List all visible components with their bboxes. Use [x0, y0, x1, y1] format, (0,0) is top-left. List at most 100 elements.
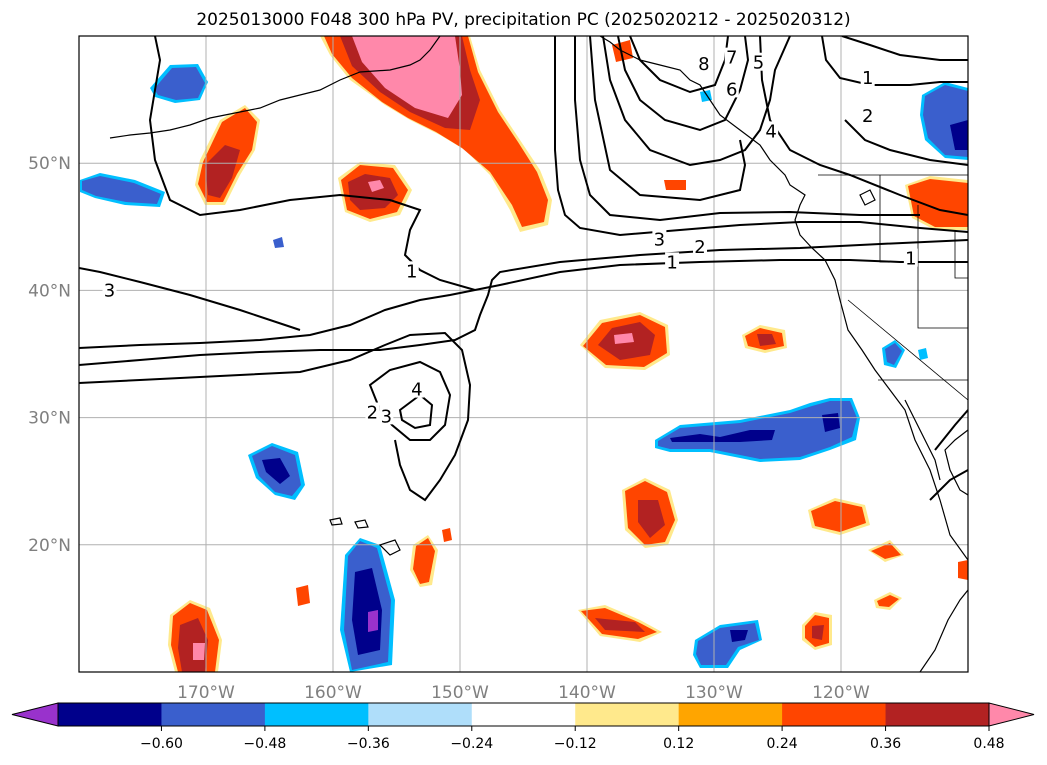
pv-contour [79, 267, 301, 331]
contour-label-bg [693, 237, 708, 256]
lon-tick-label: 130°W [685, 683, 743, 703]
colorbar-segment [782, 703, 887, 726]
precip-blob [154, 67, 205, 100]
precip-blob [595, 618, 645, 632]
state-border [847, 299, 968, 401]
coastline-segment [944, 429, 968, 496]
pv-contour-label: 2 [367, 403, 378, 424]
pv-contour-label: 1 [406, 261, 417, 282]
colorbar-segment [58, 703, 162, 726]
colorbar: −0.60 −0.48 −0.36 −0.24 −0.12 0.12 0.24 0.36 0.4… [11, 702, 1035, 752]
pv-contour [79, 331, 472, 502]
pv-contour [844, 119, 968, 166]
pv-contour [617, 36, 750, 132]
precip-blob [82, 176, 161, 204]
pv-contour-label: 8 [698, 54, 709, 75]
precip-blob [670, 430, 775, 442]
pv-contour [574, 36, 920, 222]
coastline-segment [109, 36, 441, 139]
precip-blob [614, 333, 634, 344]
pv-contour [589, 36, 747, 202]
island [859, 189, 876, 206]
colorbar-tick-label: 0.24 [767, 736, 798, 752]
contour-label-bg [903, 248, 918, 267]
pv-contours [79, 36, 968, 502]
colorbar-tick-label: 0.36 [870, 736, 901, 752]
pv-contour-label: 2 [694, 237, 705, 258]
gridlines [79, 36, 968, 672]
pv-contour-label: 1 [666, 252, 677, 273]
pv-contour-label: 3 [381, 406, 392, 427]
precip-blob [877, 595, 899, 607]
contour-label-bg [751, 52, 766, 71]
colorbar-frame [57, 702, 990, 727]
precip-blob [908, 179, 968, 227]
colorbar-segment [885, 703, 990, 726]
lat-tick-label: 20°N [28, 536, 71, 556]
colorbar-tick-label: −0.12 [554, 736, 597, 752]
colorbar-tick-label: 0.48 [973, 736, 1004, 752]
precip-blob [664, 180, 686, 190]
precip-blob [352, 36, 462, 118]
precip-blob [757, 334, 776, 346]
precip-blob [958, 560, 968, 580]
colorbar-segment [575, 703, 680, 726]
contour-label-bg [860, 67, 875, 86]
pv-contour [554, 36, 968, 237]
precip-blob [871, 543, 901, 559]
precip-blob [638, 500, 665, 538]
pv-contour [841, 36, 968, 61]
colorbar-tick-label: −0.48 [243, 736, 286, 752]
precip-blob [368, 610, 378, 632]
contour-label-bg [724, 79, 739, 98]
island [329, 517, 343, 526]
lon-tick-label: 170°W [177, 683, 235, 703]
precip-blob [368, 180, 384, 192]
pv-contour-label: 7 [726, 48, 737, 69]
pv-contour [148, 36, 476, 291]
lon-tick-label: 160°W [304, 683, 362, 703]
precip-blob [950, 120, 968, 150]
contour-label-bg [409, 379, 424, 398]
contour-label-bg [665, 252, 680, 271]
precip-blob [296, 585, 310, 606]
lon-tick-label: 150°W [431, 683, 489, 703]
island [354, 519, 369, 529]
colorbar-segment [678, 703, 783, 726]
contour-label-bg [764, 121, 779, 140]
contour-label-bg [365, 402, 380, 421]
pv-contour [929, 469, 968, 501]
map-title: 2025013000 F048 300 hPa PV, precipitatio… [196, 10, 851, 30]
coastline [109, 36, 968, 672]
colorbar-tick-label: −0.36 [347, 736, 390, 752]
precip-blob [812, 625, 824, 640]
lat-tick-label: 40°N [28, 281, 71, 301]
pv-contour-label: 1 [905, 249, 916, 270]
contour-label-bg [860, 106, 875, 125]
precip-blob [811, 501, 866, 532]
pv-contour-label: 3 [654, 230, 665, 251]
longitude-labels: 170°W 160°W 150°W 140°W 130°W 120°W [177, 683, 870, 703]
lat-tick-label: 50°N [28, 154, 71, 174]
lat-tick-label: 30°N [28, 409, 71, 429]
coastline-segment [904, 399, 941, 481]
colorbar-segment [471, 703, 576, 726]
latitude-labels: 20°N 30°N 40°N 50°N [28, 154, 71, 556]
contour-label-bg [652, 229, 667, 248]
island [378, 539, 401, 556]
lon-tick-label: 140°W [558, 683, 616, 703]
precip-blob [193, 643, 205, 660]
precip-blob [205, 145, 240, 198]
pv-contour [79, 239, 968, 366]
precip-blob [918, 348, 928, 360]
pv-contour-label: 2 [862, 106, 873, 127]
colorbar-extend-high [988, 702, 1035, 727]
colorbar-segment [161, 703, 266, 726]
precip-blob [348, 174, 398, 210]
state-border [917, 205, 968, 329]
pv-contour [934, 409, 968, 451]
colorbar-extend-low [11, 702, 59, 727]
colorbar-segment [368, 703, 473, 726]
